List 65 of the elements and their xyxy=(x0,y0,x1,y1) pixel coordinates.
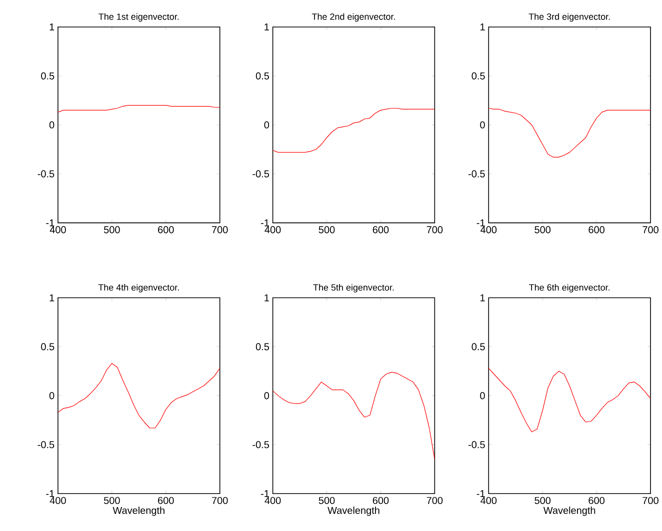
chart-title: The 6th eigenvector. xyxy=(529,284,610,293)
x-axis-title: Wavelength xyxy=(543,506,596,516)
x-tick-label: 400 xyxy=(264,226,281,234)
y-tick-label: -0.5 xyxy=(38,441,54,448)
x-tick-label: 700 xyxy=(212,497,228,504)
chart-title: The 4th eigenvector. xyxy=(98,284,179,293)
x-tick-label: 700 xyxy=(212,226,228,234)
y-tick-label: 0.5 xyxy=(472,343,485,350)
x-tick-label: 500 xyxy=(534,497,551,504)
x-tick-label: 600 xyxy=(158,226,174,234)
line-series xyxy=(58,363,220,428)
x-tick-label: 600 xyxy=(372,497,389,504)
y-tick-label: -0.5 xyxy=(252,441,270,448)
x-tick-label: 400 xyxy=(264,497,281,504)
x-axis-title: Wavelength xyxy=(328,506,380,516)
x-tick-label: 500 xyxy=(318,497,335,504)
y-tick-label: -1 xyxy=(260,220,269,226)
x-tick-label: 700 xyxy=(642,497,658,504)
y-tick-label: -0.5 xyxy=(468,170,485,178)
x-tick-label: 600 xyxy=(588,497,604,504)
x-tick-label: 400 xyxy=(50,497,66,504)
y-tick-label: -1 xyxy=(476,220,485,226)
x-tick-label: 600 xyxy=(158,497,174,504)
y-tick-label: -1 xyxy=(46,490,54,498)
y-tick-label: 0.5 xyxy=(41,343,54,350)
y-tick-label: -1 xyxy=(46,220,54,226)
y-tick-label: 1 xyxy=(50,24,54,31)
x-tick-label: 600 xyxy=(372,226,389,234)
x-tick-label: 700 xyxy=(426,226,443,234)
x-tick-label: 400 xyxy=(480,497,497,504)
y-tick-label: 0 xyxy=(480,122,485,129)
y-tick-label: 0 xyxy=(49,392,54,400)
y-tick-label: 0 xyxy=(49,122,54,129)
x-tick-label: 500 xyxy=(104,226,120,234)
chart-title: The 1st eigenvector. xyxy=(98,13,179,22)
chart-title: The 2nd eigenvector. xyxy=(312,13,395,22)
x-tick-label: 500 xyxy=(534,226,551,234)
y-tick-label: 0.5 xyxy=(41,72,54,80)
y-tick-label: 1 xyxy=(480,24,485,31)
x-tick-label: 400 xyxy=(480,226,497,234)
y-tick-label: -0.5 xyxy=(252,170,270,178)
y-tick-label: 0.5 xyxy=(256,343,270,350)
y-tick-label: -1 xyxy=(260,490,269,498)
x-tick-label: 500 xyxy=(104,497,120,504)
y-tick-label: 0.5 xyxy=(472,72,485,80)
x-tick-label: 700 xyxy=(642,226,658,234)
y-tick-label: 0.5 xyxy=(256,72,270,80)
y-tick-label: -0.5 xyxy=(468,441,485,448)
x-axis-title: Wavelength xyxy=(112,506,164,516)
x-tick-label: 400 xyxy=(50,226,66,234)
y-tick-label: 1 xyxy=(480,294,485,302)
y-tick-label: 1 xyxy=(50,294,54,302)
x-tick-label: 500 xyxy=(318,226,335,234)
y-tick-label: 1 xyxy=(264,294,269,302)
chart-title: The 5th eigenvector. xyxy=(313,284,394,293)
chart-title: The 3rd eigenvector. xyxy=(528,13,610,22)
line-series xyxy=(488,368,651,432)
y-tick-label: 0 xyxy=(264,122,270,129)
y-tick-label: 1 xyxy=(264,24,269,31)
y-tick-label: 0 xyxy=(480,392,485,400)
y-tick-label: 0 xyxy=(264,392,270,400)
y-tick-label: -1 xyxy=(476,490,485,498)
y-tick-label: -0.5 xyxy=(38,170,54,178)
x-tick-label: 700 xyxy=(426,497,443,504)
x-tick-label: 600 xyxy=(588,226,604,234)
